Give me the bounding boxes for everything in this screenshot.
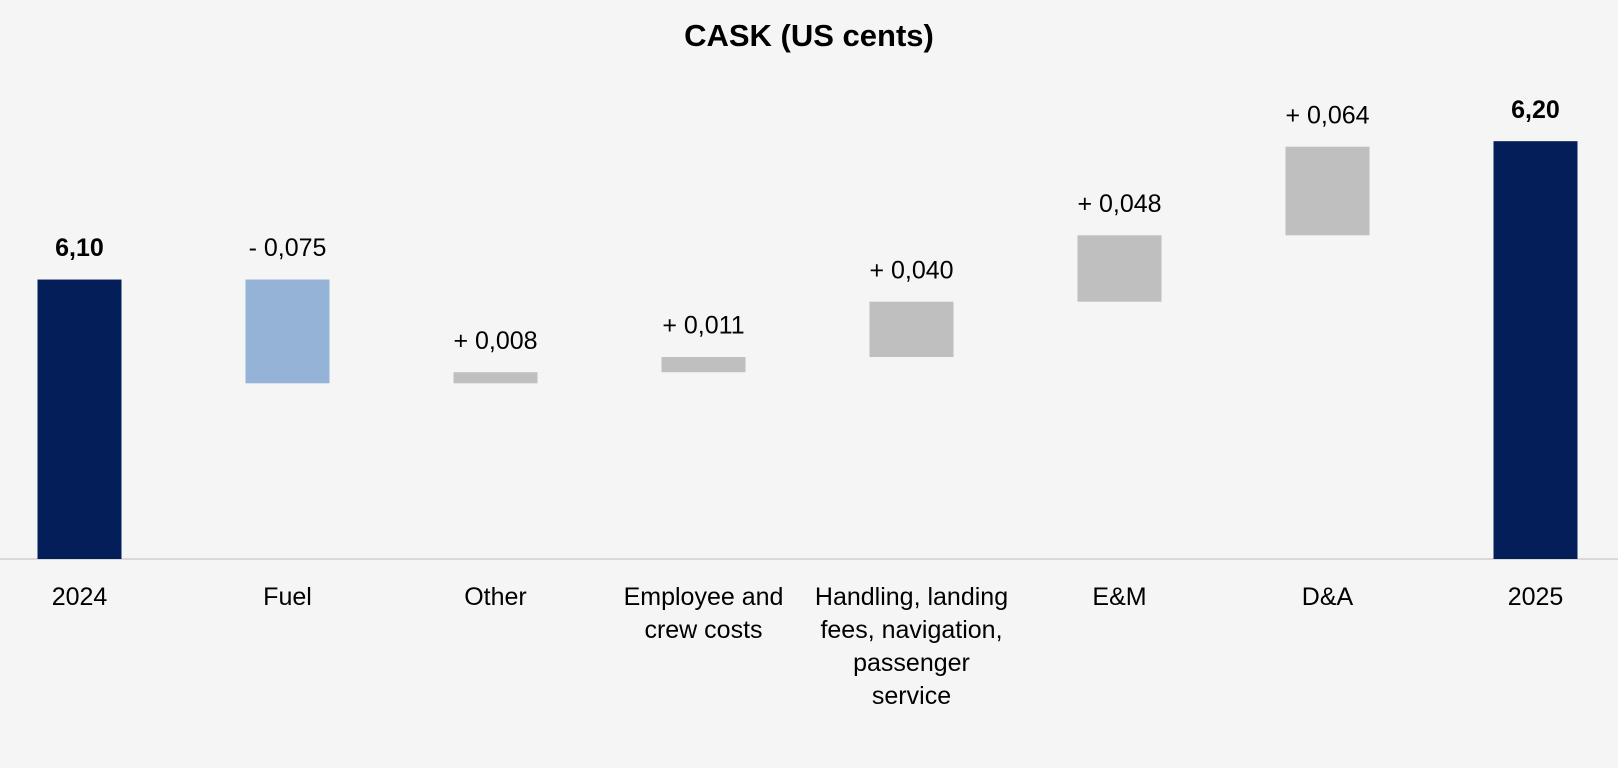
x-tick-label: Other xyxy=(464,583,527,611)
x-tick-label: Handling, landing fees, navigation, pass… xyxy=(814,583,1009,710)
data-label: + 0,064 xyxy=(1285,101,1369,129)
data-label: + 0,048 xyxy=(1077,190,1161,218)
data-label: + 0,008 xyxy=(453,327,537,355)
bar xyxy=(1077,235,1162,302)
data-label: 6,10 xyxy=(55,234,104,262)
x-tick-label: Fuel xyxy=(263,583,312,611)
chart-title: CASK (US cents) xyxy=(684,18,934,53)
x-tick-label: E&M xyxy=(1092,583,1147,611)
bar xyxy=(1285,146,1370,236)
data-label: + 0,040 xyxy=(869,256,953,284)
bar xyxy=(869,301,954,358)
bar xyxy=(1493,141,1578,560)
data-label: 6,20 xyxy=(1511,96,1560,124)
x-tick-label: Employee and crew costs xyxy=(623,583,784,644)
bar xyxy=(661,357,746,373)
bar xyxy=(453,372,538,384)
bar xyxy=(37,279,122,559)
data-label: + 0,011 xyxy=(662,312,744,340)
bar xyxy=(245,279,330,384)
x-tick-label: 2024 xyxy=(51,583,108,611)
x-tick-label: D&A xyxy=(1301,583,1354,611)
data-label: - 0,075 xyxy=(249,234,327,262)
x-tick-label: 2025 xyxy=(1507,583,1564,611)
